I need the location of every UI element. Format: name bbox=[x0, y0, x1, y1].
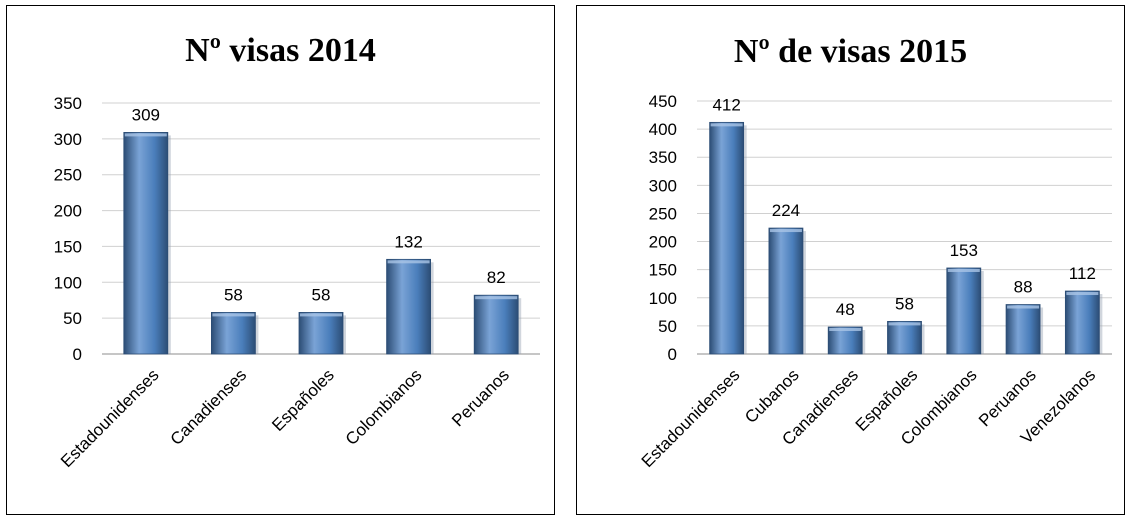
data-label: 58 bbox=[224, 285, 243, 304]
bar-canadienses bbox=[210, 312, 256, 355]
category-label: Cubanos bbox=[741, 365, 803, 427]
bar-bevel bbox=[300, 313, 342, 317]
data-label: 224 bbox=[772, 201, 800, 220]
y-tick-label: 0 bbox=[73, 345, 82, 364]
bar-españoles bbox=[887, 320, 922, 355]
category-label: Peruanos bbox=[448, 365, 513, 430]
data-label: 48 bbox=[836, 300, 855, 319]
y-tick-label: 150 bbox=[649, 261, 677, 280]
bar-bevel bbox=[1007, 305, 1040, 309]
y-tick-label: 300 bbox=[54, 130, 82, 149]
y-tick-label: 250 bbox=[54, 166, 82, 185]
bar-estadounidenses bbox=[709, 121, 745, 355]
category-label: Canadienses bbox=[167, 365, 251, 449]
data-label: 58 bbox=[895, 294, 914, 313]
y-tick-label: 400 bbox=[649, 120, 677, 139]
bar-bevel bbox=[769, 229, 802, 233]
data-label: 412 bbox=[712, 95, 740, 114]
chart-panel-2015: Nº de visas 2015 0 50 100 150 200 250 300 350 400… bbox=[576, 5, 1125, 515]
bar-bevel bbox=[212, 313, 255, 317]
y-tick-label: 150 bbox=[54, 237, 82, 256]
bar-estadounidenses bbox=[123, 132, 169, 355]
y-tick-label: 250 bbox=[649, 204, 677, 223]
data-label: 88 bbox=[1014, 278, 1033, 297]
chart-panel-2014: Nº visas 2014 0 50 100 150 200 250 300 350 309 Est… bbox=[6, 5, 555, 515]
category-label: Españoles bbox=[268, 365, 338, 435]
y-tick-label: 450 bbox=[649, 92, 677, 111]
category-label: Estadounidenses bbox=[57, 365, 163, 471]
y-tick-label: 300 bbox=[649, 176, 677, 195]
y-tick-label: 200 bbox=[649, 233, 677, 252]
bar-canadienses bbox=[827, 326, 863, 355]
bar-bevel bbox=[387, 260, 430, 264]
bar-peruanos bbox=[1005, 304, 1041, 355]
y-tick-label: 100 bbox=[649, 289, 677, 308]
bar-peruanos bbox=[473, 294, 519, 355]
y-tick-label: 200 bbox=[54, 202, 82, 221]
bar-colombianos bbox=[946, 267, 982, 355]
bar-cubanos bbox=[768, 227, 804, 355]
data-label: 153 bbox=[950, 241, 978, 260]
y-tick-label: 350 bbox=[649, 148, 677, 167]
bar-colombianos bbox=[386, 258, 432, 355]
data-label: 82 bbox=[487, 268, 506, 287]
y-tick-label: 350 bbox=[54, 94, 82, 113]
y-tick-label: 50 bbox=[63, 309, 82, 328]
bar-venezolanos bbox=[1064, 290, 1100, 355]
category-label: Colombianos bbox=[342, 365, 426, 449]
bar-chart-2014: Nº visas 2014 0 50 100 150 200 250 300 350 309 Est… bbox=[54, 32, 540, 471]
bar-bevel bbox=[475, 296, 518, 300]
bar-bevel bbox=[947, 268, 980, 272]
bar-bevel bbox=[710, 123, 743, 127]
data-label: 112 bbox=[1069, 264, 1096, 283]
data-label: 132 bbox=[394, 232, 422, 251]
bar-bevel bbox=[829, 328, 862, 332]
bar-bevel bbox=[124, 133, 167, 137]
y-tick-label: 100 bbox=[54, 273, 82, 292]
data-label: 58 bbox=[312, 285, 331, 304]
chart-title: Nº de visas 2015 bbox=[734, 33, 967, 70]
bar-bevel bbox=[1066, 292, 1099, 296]
bar-españoles bbox=[298, 312, 344, 355]
category-label: Estadounidenses bbox=[638, 365, 744, 471]
bar-chart-2015: Nº de visas 2015 0 50 100 150 200 250 300 350 400… bbox=[638, 33, 1112, 471]
chart-title: Nº visas 2014 bbox=[185, 32, 376, 69]
bar-bevel bbox=[888, 322, 921, 326]
y-tick-label: 0 bbox=[668, 345, 677, 364]
data-label: 309 bbox=[132, 105, 160, 124]
y-tick-label: 50 bbox=[658, 317, 677, 336]
